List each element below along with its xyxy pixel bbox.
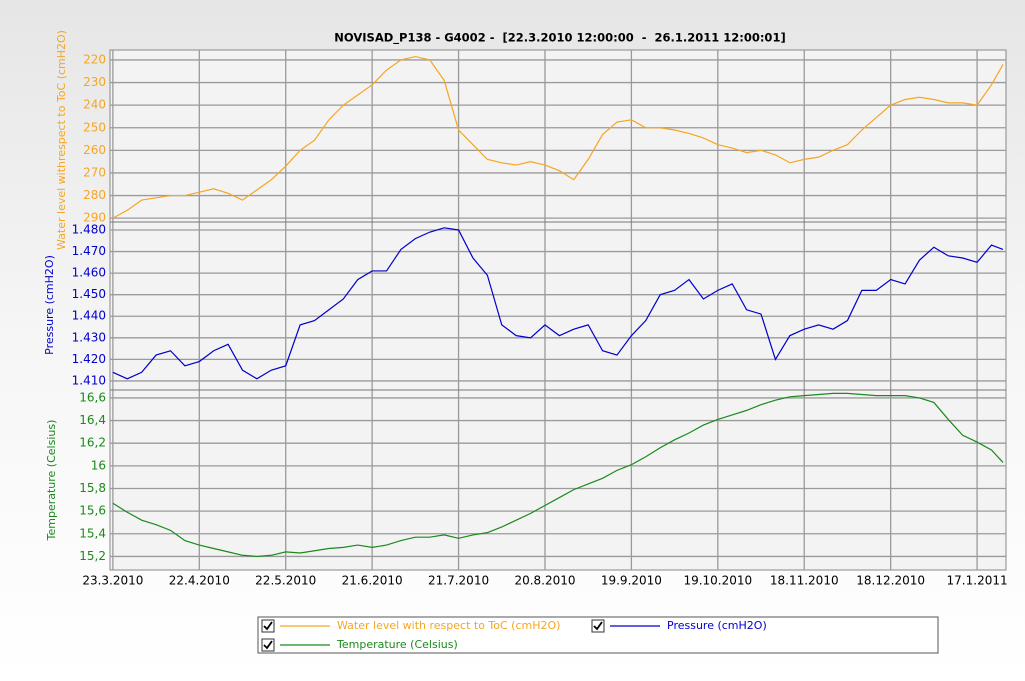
legend-checkbox[interactable]	[261, 638, 275, 652]
line-series	[112, 392, 1004, 558]
line-series	[112, 227, 1004, 380]
x-tick-label: 22.4.2010	[169, 574, 230, 588]
y-tick-label: 1.470	[72, 244, 106, 258]
y-tick-label: 280	[83, 188, 106, 202]
legend-label: Pressure (cmH2O)	[667, 619, 767, 632]
y-tick-label: 16,2	[79, 436, 106, 450]
y-tick-label: 240	[83, 98, 106, 112]
y-tick-label: 270	[83, 165, 106, 179]
x-tick-label: 18.11.2010	[770, 574, 839, 588]
x-tick-label: 19.10.2010	[683, 574, 752, 588]
x-tick-label: 19.9.2010	[601, 574, 662, 588]
y-tick-label: 1.420	[72, 352, 106, 366]
x-tick-label: 22.5.2010	[255, 574, 316, 588]
legend-check	[263, 621, 273, 631]
y-tick-label: 1.450	[72, 287, 106, 301]
y-tick-label: 16,6	[79, 390, 106, 404]
y-tick-label: 15,2	[79, 549, 106, 563]
y-tick-label: 1.440	[72, 309, 106, 323]
chart-title: NOVISAD_P138 - G4002 - [22.3.2010 12:00:…	[334, 31, 785, 46]
x-tick-label: 17.1.2011	[947, 574, 1008, 588]
y-tick-label: 290	[83, 211, 106, 225]
y-tick-label: 250	[83, 120, 106, 134]
y-tick-label: 16,4	[79, 413, 106, 427]
legend-label: Water level with respect to ToC (cmH2O)	[337, 619, 560, 632]
y-tick-label: 16	[91, 458, 106, 472]
line-series	[112, 55, 1004, 219]
legend-check	[263, 640, 273, 650]
legend-label: Temperature (Celsius)	[336, 638, 458, 651]
y-tick-label: 1.460	[72, 266, 106, 280]
y-tick-label: 220	[83, 52, 106, 66]
legend-check	[593, 621, 603, 631]
y-tick-label: 1.480	[72, 222, 106, 236]
y-tick-label: 15,4	[79, 526, 106, 540]
y-tick-label: 1.410	[72, 373, 106, 387]
x-tick-label: 18.12.2010	[856, 574, 925, 588]
y-tick-label: 260	[83, 143, 106, 157]
y-axis-label: Water level withrespect to ToC (cmH2O)	[55, 30, 68, 250]
x-tick-label: 21.7.2010	[428, 574, 489, 588]
y-tick-label: 1.430	[72, 330, 106, 344]
x-tick-label: 20.8.2010	[514, 574, 575, 588]
x-tick-label: 21.6.2010	[342, 574, 403, 588]
y-axis-label: Pressure (cmH2O)	[43, 255, 56, 355]
legend-checkbox[interactable]	[261, 619, 275, 633]
x-tick-label: 23.3.2010	[82, 574, 143, 588]
y-tick-label: 15,6	[79, 504, 106, 518]
y-tick-label: 15,8	[79, 481, 106, 495]
y-tick-label: 230	[83, 75, 106, 89]
legend-checkbox[interactable]	[591, 619, 605, 633]
plot-area	[109, 49, 1007, 571]
y-axis-label: Temperature (Celsius)	[45, 420, 58, 542]
